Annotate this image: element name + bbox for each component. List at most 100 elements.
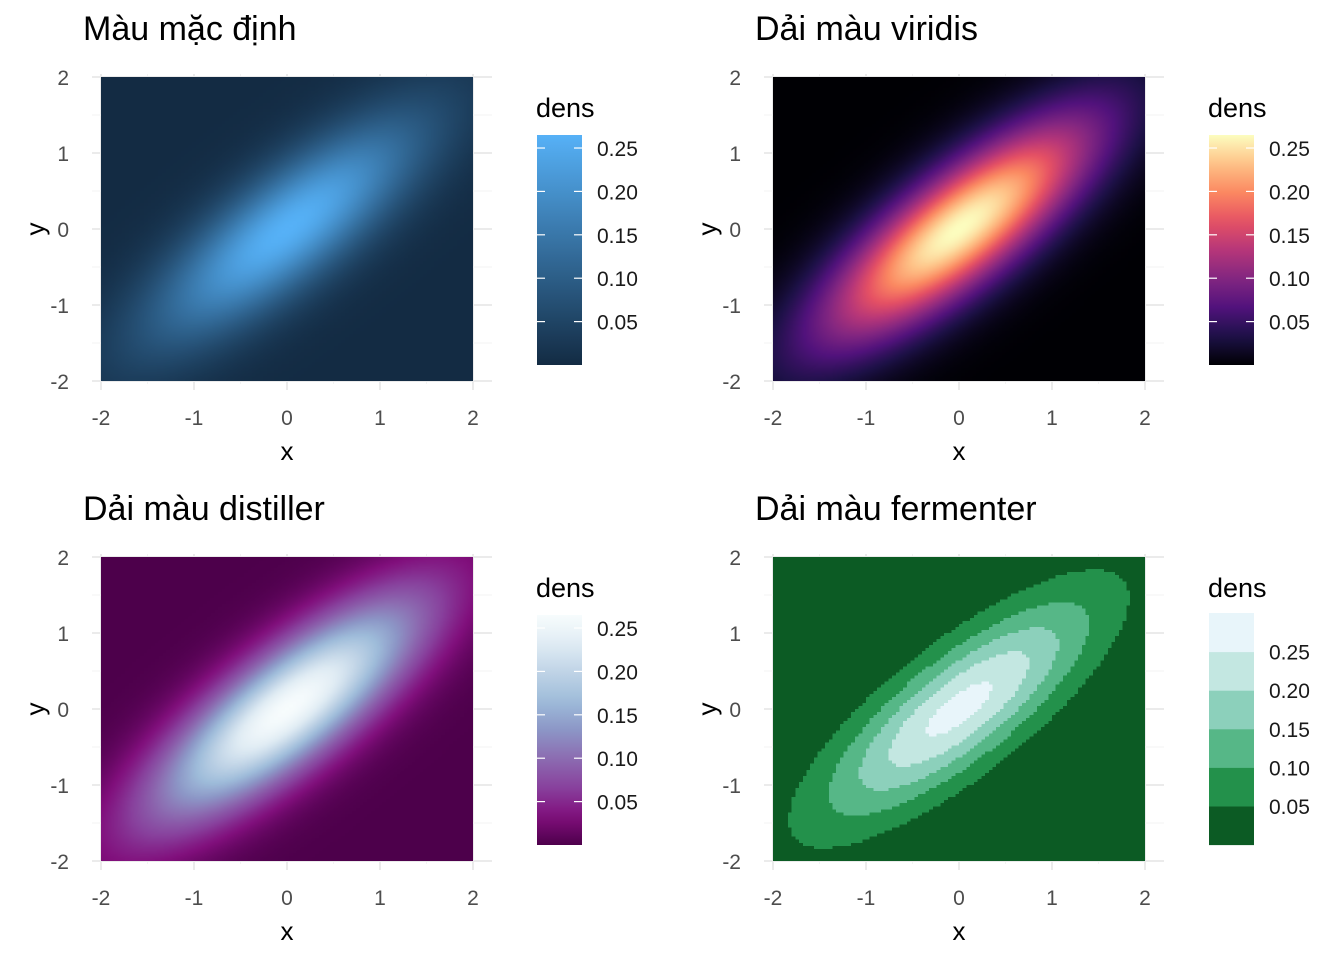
legend-title: dens [1208, 573, 1267, 603]
y-tick-label: -1 [50, 775, 69, 798]
y-tick-label: 1 [729, 143, 741, 166]
colorbar [537, 615, 582, 845]
legend-key [1209, 728, 1254, 768]
legend-label: 0.15 [1269, 719, 1310, 742]
legend-label: 0.05 [597, 792, 638, 815]
y-tick-label: 1 [57, 623, 69, 646]
y-tick-label: -2 [722, 371, 741, 394]
x-tick-label: -2 [92, 887, 111, 910]
legend: dens 0.05 0.10 0.15 0.20 0.25 [1208, 93, 1310, 365]
chart-panel-1: Màu mặc định -2 -1 0 1 2 -2 -1 0 1 2 x y dens 0.05 0.10… [20, 10, 638, 466]
y-tick-label: 2 [729, 547, 741, 570]
y-tick-label: -2 [722, 851, 741, 874]
legend-key [1209, 690, 1254, 730]
x-tick-label: 1 [1046, 887, 1058, 910]
x-tick-label: 2 [1139, 407, 1151, 430]
colorbar [537, 135, 582, 365]
x-tick-label: 0 [953, 887, 965, 910]
legend-label: 0.25 [1269, 138, 1310, 161]
legend-key [1209, 613, 1254, 653]
legend-label: 0.05 [1269, 796, 1310, 819]
chart-title: Dải màu distiller [83, 490, 325, 528]
x-tick-label: -1 [857, 887, 876, 910]
y-tick-label: 2 [729, 67, 741, 90]
chart-panel-3: Dải màu distiller -2 -1 0 1 2 -2 -1 0 1 2 x y dens 0.0… [20, 490, 638, 946]
x-tick-label: 2 [467, 887, 479, 910]
legend-label: 0.25 [1269, 642, 1310, 665]
legend-key [1209, 651, 1254, 691]
legend-label: 0.10 [1269, 757, 1310, 780]
y-tick-label: -1 [50, 295, 69, 318]
y-axis-title: y [692, 703, 722, 716]
chart-title: Dải màu viridis [755, 10, 978, 48]
legend: dens 0.05 0.10 0.15 0.20 0.25 [1208, 573, 1310, 846]
x-tick-label: 0 [281, 887, 293, 910]
legend-key [1209, 767, 1254, 807]
y-tick-label: 0 [57, 699, 69, 722]
y-tick-label: 0 [57, 219, 69, 242]
chart-title: Dải màu fermenter [755, 490, 1037, 528]
density-raster [773, 557, 1145, 861]
x-axis-title: x [953, 916, 966, 946]
x-tick-label: 0 [281, 407, 293, 430]
density-raster [101, 557, 473, 861]
legend-title: dens [536, 573, 595, 603]
legend-label: 0.10 [1269, 268, 1310, 291]
legend-title: dens [536, 93, 595, 123]
density-raster [101, 77, 473, 381]
legend-label: 0.10 [597, 268, 638, 291]
legend-label: 0.15 [1269, 225, 1310, 248]
x-tick-label: -2 [92, 407, 111, 430]
y-tick-label: 2 [57, 67, 69, 90]
legend-label: 0.25 [597, 138, 638, 161]
y-tick-label: -1 [722, 295, 741, 318]
legend: dens 0.05 0.10 0.15 0.20 0.25 [536, 93, 638, 365]
x-tick-label: -2 [764, 887, 783, 910]
x-axis-title: x [281, 436, 294, 466]
x-tick-label: -2 [764, 407, 783, 430]
y-axis-title: y [20, 223, 50, 236]
x-tick-label: 1 [1046, 407, 1058, 430]
y-axis-title: y [20, 703, 50, 716]
y-tick-label: 2 [57, 547, 69, 570]
legend-label: 0.25 [597, 618, 638, 641]
axis-ticks: -2 -1 0 1 2 -2 -1 0 1 2 [50, 547, 479, 910]
x-tick-label: 0 [953, 407, 965, 430]
legend-label: 0.05 [1269, 312, 1310, 335]
x-tick-label: 2 [1139, 887, 1151, 910]
y-tick-label: -1 [722, 775, 741, 798]
x-tick-label: 1 [374, 407, 386, 430]
y-tick-label: -2 [50, 371, 69, 394]
y-tick-label: 1 [57, 143, 69, 166]
legend-label: 0.20 [597, 661, 638, 684]
x-axis-title: x [953, 436, 966, 466]
x-tick-label: -1 [857, 407, 876, 430]
x-tick-label: -1 [185, 887, 204, 910]
y-tick-label: -2 [50, 851, 69, 874]
y-tick-label: 0 [729, 219, 741, 242]
y-tick-label: 0 [729, 699, 741, 722]
legend-label: 0.05 [597, 312, 638, 335]
legend: dens 0.05 0.10 0.15 0.20 0.25 [536, 573, 638, 845]
axis-ticks: -2 -1 0 1 2 -2 -1 0 1 2 [722, 547, 1151, 910]
x-axis-title: x [281, 916, 294, 946]
chart-title: Màu mặc định [83, 10, 297, 48]
chart-panel-4: Dải màu fermenter -2 -1 0 1 2 -2 -1 0 1 2 x y dens 0.0… [692, 490, 1310, 946]
x-tick-label: 2 [467, 407, 479, 430]
x-tick-label: 1 [374, 887, 386, 910]
y-axis-title: y [692, 223, 722, 236]
legend-label: 0.20 [1269, 680, 1310, 703]
legend-title: dens [1208, 93, 1267, 123]
legend-label: 0.20 [1269, 181, 1310, 204]
density-raster [773, 77, 1145, 381]
legend-key [1209, 806, 1254, 846]
axis-ticks: -2 -1 0 1 2 -2 -1 0 1 2 [50, 67, 479, 430]
legend-label: 0.10 [597, 748, 638, 771]
colorbar [1209, 135, 1254, 365]
x-tick-label: -1 [185, 407, 204, 430]
chart-panel-2: Dải màu viridis -2 -1 0 1 2 -2 -1 0 1 2 x y dens 0.05 0… [692, 10, 1310, 466]
y-tick-label: 1 [729, 623, 741, 646]
legend-label: 0.20 [597, 181, 638, 204]
